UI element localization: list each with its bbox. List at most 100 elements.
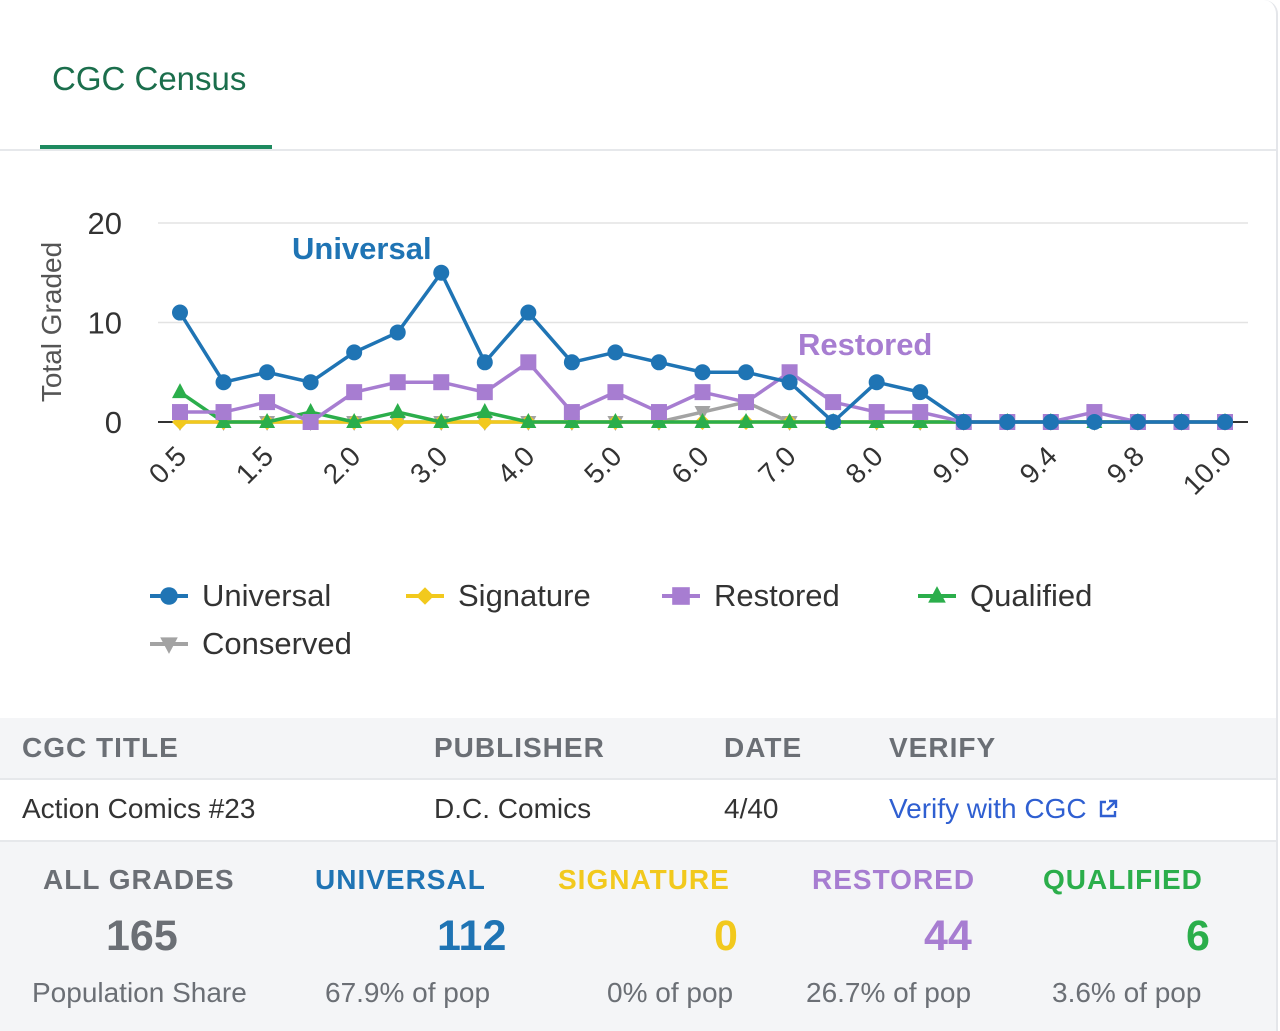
data-point xyxy=(433,264,450,281)
table-row: Action Comics #23 D.C. Comics 4/40 Verif… xyxy=(0,780,1276,842)
stat-label: SIGNATURE xyxy=(558,864,730,895)
data-point xyxy=(520,304,537,321)
data-point xyxy=(389,374,406,391)
data-point xyxy=(346,384,363,401)
stat-sub: 26.7% of pop xyxy=(806,977,972,1008)
stat-sub: 3.6% of pop xyxy=(1052,977,1202,1008)
data-point xyxy=(738,394,755,411)
data-point xyxy=(912,384,929,401)
data-point xyxy=(433,413,450,428)
data-point xyxy=(215,404,232,421)
annotation-universal: Universal xyxy=(292,231,432,266)
stat-sub: 0% of pop xyxy=(607,977,734,1008)
data-point xyxy=(563,354,580,371)
data-point xyxy=(1129,414,1146,430)
x-tick-label: 9.8 xyxy=(1101,440,1150,489)
y-tick-label: 10 xyxy=(88,306,122,341)
data-point xyxy=(650,404,667,421)
data-point xyxy=(259,364,276,381)
stat-all-grades: ALL GRADES 165 Population Share xyxy=(20,842,260,1031)
data-point xyxy=(1042,414,1059,430)
x-tick-label: 4.0 xyxy=(491,440,540,489)
data-point xyxy=(215,413,232,428)
tab-label: CGC Census xyxy=(52,60,247,97)
legend-item-universal[interactable]: Universal xyxy=(148,574,331,618)
series-universal xyxy=(172,264,1233,430)
stat-label: RESTORED xyxy=(812,864,976,895)
data-point xyxy=(912,413,929,428)
data-point xyxy=(302,414,319,430)
stat-qualified: QUALIFIED 6 3.6% of pop xyxy=(1036,842,1276,1031)
data-point xyxy=(672,587,690,605)
data-point xyxy=(607,384,624,401)
stat-universal: UNIVERSAL 112 67.9% of pop xyxy=(300,842,540,1031)
data-point xyxy=(172,383,188,399)
table-header-row: CGC TITLE PUBLISHER DATE VERIFY xyxy=(0,718,1276,780)
data-point xyxy=(476,384,493,401)
annotation-restored: Restored xyxy=(798,327,932,362)
legend-item-signature[interactable]: Signature xyxy=(404,574,591,618)
data-point xyxy=(563,404,580,421)
data-point xyxy=(868,413,885,428)
stat-value: 6 xyxy=(1186,912,1210,960)
data-point xyxy=(476,354,493,371)
data-point xyxy=(912,404,929,421)
stat-restored: RESTORED 44 26.7% of pop xyxy=(800,842,1040,1031)
x-tick-label: 9.0 xyxy=(927,440,976,489)
data-point xyxy=(607,413,624,428)
cell-title: Action Comics #23 xyxy=(22,793,256,824)
data-point xyxy=(215,374,232,391)
data-point xyxy=(650,413,667,428)
data-point xyxy=(433,374,450,391)
header-date: DATE xyxy=(724,732,803,763)
data-point xyxy=(868,404,885,421)
data-point xyxy=(259,394,276,411)
stat-label: QUALIFIED xyxy=(1043,864,1203,895)
stat-value: 165 xyxy=(106,912,178,960)
data-point xyxy=(160,637,178,654)
stat-sub: Population Share xyxy=(32,977,247,1008)
data-point xyxy=(1086,414,1103,430)
data-point xyxy=(650,354,667,371)
data-point xyxy=(520,413,537,428)
data-point xyxy=(738,364,755,381)
data-point xyxy=(694,364,711,381)
data-point xyxy=(259,413,276,428)
x-tick-label: 5.0 xyxy=(578,440,627,489)
verify-with-cgc-link[interactable]: Verify with CGC xyxy=(889,793,1119,825)
data-point xyxy=(928,586,946,603)
data-point xyxy=(999,414,1016,430)
legend-label: Conserved xyxy=(202,626,352,661)
data-point xyxy=(563,413,580,428)
header-cgc-title: CGC TITLE xyxy=(22,732,179,763)
census-chart: 0 10 20 Total Graded 0.5 1.5 2.0 3.0 4.0 5.0 6.0 7.… xyxy=(0,150,1276,575)
data-point xyxy=(346,344,363,361)
data-point xyxy=(1173,414,1190,430)
x-tick-label: 7.0 xyxy=(752,440,801,489)
legend-swatch-icon xyxy=(150,637,188,654)
header-verify: VERIFY xyxy=(889,732,997,763)
legend-swatch-icon xyxy=(406,587,444,605)
x-tick-label: 3.0 xyxy=(404,440,453,489)
data-point xyxy=(694,384,711,401)
data-point xyxy=(1217,414,1233,430)
stat-label: ALL GRADES xyxy=(43,864,235,895)
line-chart-svg: 0 10 20 Total Graded 0.5 1.5 2.0 3.0 4.0 5.0 6.0 7.… xyxy=(36,206,1248,501)
legend-item-restored[interactable]: Restored xyxy=(660,574,840,618)
tab-cgc-census[interactable]: CGC Census xyxy=(40,0,272,149)
data-point xyxy=(781,413,798,428)
data-point xyxy=(825,394,842,411)
legend-label: Signature xyxy=(458,578,591,613)
legend-label: Qualified xyxy=(970,578,1093,613)
stat-sub: 67.9% of pop xyxy=(325,977,491,1008)
data-point xyxy=(389,324,406,341)
cell-publisher: D.C. Comics xyxy=(434,793,592,824)
y-axis-label: Total Graded xyxy=(36,242,67,402)
legend-item-qualified[interactable]: Qualified xyxy=(916,574,1092,618)
x-tick-label: 9.4 xyxy=(1014,440,1063,489)
legend-swatch-icon xyxy=(150,587,188,605)
legend-item-conserved[interactable]: Conserved xyxy=(148,622,352,666)
legend-label: Restored xyxy=(714,578,840,613)
x-tick-label: 1.5 xyxy=(230,440,279,489)
